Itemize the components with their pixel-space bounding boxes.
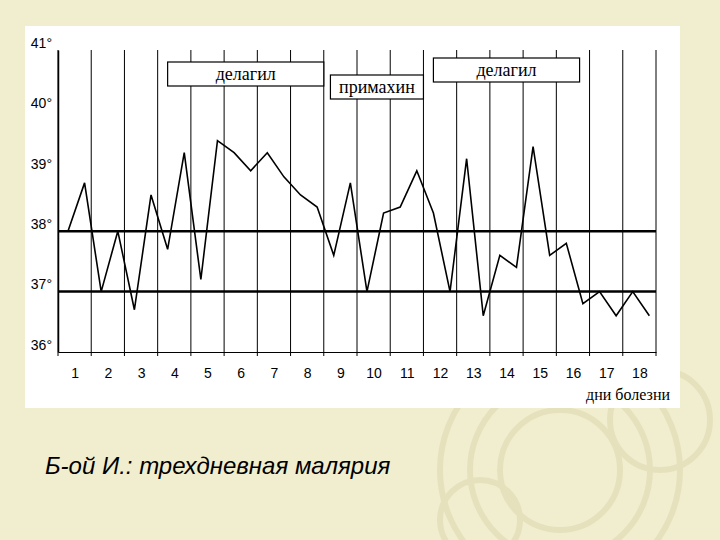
y-axis-line xyxy=(58,51,60,353)
x-tick-label: 2 xyxy=(104,365,112,381)
x-axis-line xyxy=(59,352,657,353)
grid-line xyxy=(290,50,291,356)
x-tick: 5 xyxy=(204,352,212,381)
y-tick-label: 36° xyxy=(31,337,52,353)
temperature-line xyxy=(68,141,649,316)
x-tick: 15 xyxy=(532,352,548,381)
grid-line xyxy=(489,50,490,356)
grid-line xyxy=(622,50,623,356)
x-tick-label: 7 xyxy=(271,365,279,381)
annotation-box xyxy=(433,58,579,82)
x-tick: 14 xyxy=(499,352,515,381)
x-tick-label: 5 xyxy=(204,365,212,381)
grid-line xyxy=(124,50,125,356)
y-tick-label: 37° xyxy=(31,276,52,292)
x-tick: 17 xyxy=(599,352,615,381)
y-tick-label: 40° xyxy=(31,95,52,111)
grid-line xyxy=(157,50,158,356)
slide: 36°37°38°39°40°41°1234567891011121314151… xyxy=(0,0,720,540)
x-tick: 18 xyxy=(632,352,648,381)
y-tick-label: 39° xyxy=(31,156,52,172)
grid-line xyxy=(323,50,324,356)
x-tick-label: 18 xyxy=(632,365,648,381)
x-tick-label: 6 xyxy=(237,365,245,381)
x-tick: 10 xyxy=(366,352,382,381)
x-tick: 13 xyxy=(466,352,482,381)
plot-area xyxy=(68,141,649,316)
x-tick: 8 xyxy=(304,352,312,381)
x-tick-label: 10 xyxy=(366,365,382,381)
grid-line xyxy=(523,50,524,356)
annotations: делагил примахин делагил xyxy=(168,58,580,99)
y-tick: 40° xyxy=(31,95,58,111)
grid-line xyxy=(589,50,590,356)
reference-lines xyxy=(58,231,656,291)
grid-line xyxy=(456,50,457,356)
grid-line xyxy=(556,50,557,356)
reference-line xyxy=(58,290,656,293)
x-axis-title: дни болезни xyxy=(586,386,670,404)
x-tick: 9 xyxy=(337,352,345,381)
y-axis: 36° 37° 38° 39° 40° 41° xyxy=(31,35,59,353)
x-tick-label: 12 xyxy=(433,365,449,381)
x-tick-label: 1 xyxy=(71,365,79,381)
x-tick-label: 15 xyxy=(532,365,548,381)
x-tick-label: 13 xyxy=(466,365,482,381)
x-axis: 123456789101112131415161718 xyxy=(59,352,657,381)
x-tick-label: 3 xyxy=(138,365,146,381)
x-tick-label: 17 xyxy=(599,365,615,381)
x-tick: 11 xyxy=(400,352,415,381)
x-tick: 3 xyxy=(138,352,146,381)
y-tick: 38° xyxy=(31,216,58,232)
x-tick: 4 xyxy=(171,352,179,381)
x-tick-label: 16 xyxy=(566,365,582,381)
x-tick-label: 8 xyxy=(304,365,312,381)
y-tick: 36° xyxy=(31,337,58,353)
y-tick-label: 41° xyxy=(31,35,52,51)
grid xyxy=(58,50,656,356)
x-tick-label: 4 xyxy=(171,365,179,381)
x-tick: 6 xyxy=(237,352,245,381)
deco-circle xyxy=(440,480,520,540)
annotation-text: делагил xyxy=(476,60,536,80)
x-tick: 2 xyxy=(104,352,112,381)
grid-line xyxy=(224,50,225,356)
annotation-text: примахин xyxy=(339,77,415,97)
x-tick-label: 14 xyxy=(499,365,515,381)
y-tick-label: 38° xyxy=(31,216,52,232)
x-tick: 1 xyxy=(71,352,79,381)
title: Б-ой И.: трехдневная малярия xyxy=(45,452,390,479)
annotation-box xyxy=(168,62,324,86)
grid-line xyxy=(656,50,657,356)
annotation-box xyxy=(330,75,423,99)
annotation-text: делагил xyxy=(216,64,276,84)
grid-line xyxy=(58,50,59,356)
grid-line xyxy=(257,50,258,356)
y-tick: 37° xyxy=(31,276,58,292)
grid-line xyxy=(91,50,92,356)
x-tick-label: 11 xyxy=(400,365,415,381)
x-tick-label: 9 xyxy=(337,365,345,381)
x-tick: 7 xyxy=(271,352,279,381)
y-tick: 39° xyxy=(31,156,58,172)
x-tick: 16 xyxy=(566,352,582,381)
x-tick: 12 xyxy=(433,352,449,381)
chart-panel xyxy=(25,26,680,408)
y-tick: 41° xyxy=(31,35,58,51)
